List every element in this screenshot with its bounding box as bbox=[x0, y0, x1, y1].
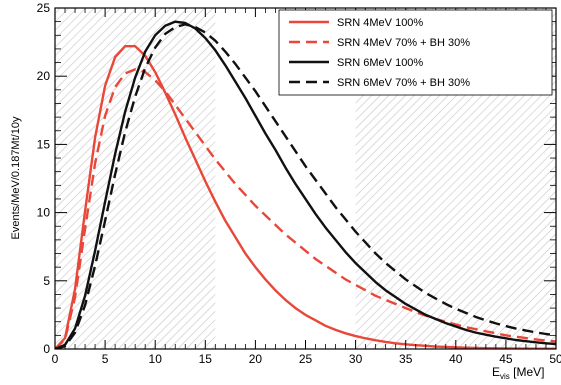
x-tick-label: 0 bbox=[52, 352, 59, 366]
legend-label-1: SRN 4MeV 70% + BH 30% bbox=[337, 37, 470, 49]
y-tick-label: 20 bbox=[37, 69, 51, 83]
x-tick-label: 5 bbox=[102, 352, 109, 366]
x-tick-label: 45 bbox=[499, 352, 513, 366]
x-tick-label: 50 bbox=[549, 352, 561, 366]
x-tick-label: 15 bbox=[199, 352, 213, 366]
x-tick-label: 10 bbox=[149, 352, 163, 366]
legend: SRN 4MeV 100% SRN 4MeV 70% + BH 30% SRN … bbox=[278, 9, 553, 96]
curves bbox=[55, 20, 556, 349]
legend-label-0: SRN 4MeV 100% bbox=[337, 17, 423, 29]
series-line-3 bbox=[55, 23, 556, 349]
y-tick-label: 25 bbox=[37, 1, 51, 15]
x-axis-label-unit: [MeV] bbox=[510, 365, 545, 379]
x-tick-label: 20 bbox=[249, 352, 263, 366]
y-tick-label: 0 bbox=[43, 342, 50, 356]
x-axis-label-main: E bbox=[492, 365, 500, 379]
x-tick-label: 40 bbox=[449, 352, 463, 366]
y-axis-label: Events/MeV/0.187Mt/10y bbox=[10, 116, 22, 239]
x-tick-label: 30 bbox=[349, 352, 363, 366]
series-line-1 bbox=[55, 68, 556, 349]
legend-label-3: SRN 6MeV 70% + BH 30% bbox=[337, 77, 470, 89]
x-axis-label: Evis [MeV] bbox=[492, 365, 544, 381]
axis-ticks: 0 5 10 15 20 25 30 35 40 45 50 0 5 10 15 20 25 bbox=[37, 1, 561, 366]
series-line-2 bbox=[55, 20, 556, 349]
legend-label-2: SRN 6MeV 100% bbox=[337, 57, 423, 69]
series-line-0 bbox=[55, 44, 556, 349]
y-tick-label: 5 bbox=[43, 274, 50, 288]
y-tick-label: 10 bbox=[37, 206, 51, 220]
hatched-region-0 bbox=[55, 8, 216, 349]
x-axis-label-sub: vis bbox=[500, 372, 510, 381]
y-tick-label: 15 bbox=[37, 137, 51, 151]
x-tick-label: 25 bbox=[299, 352, 313, 366]
x-tick-label: 35 bbox=[399, 352, 413, 366]
